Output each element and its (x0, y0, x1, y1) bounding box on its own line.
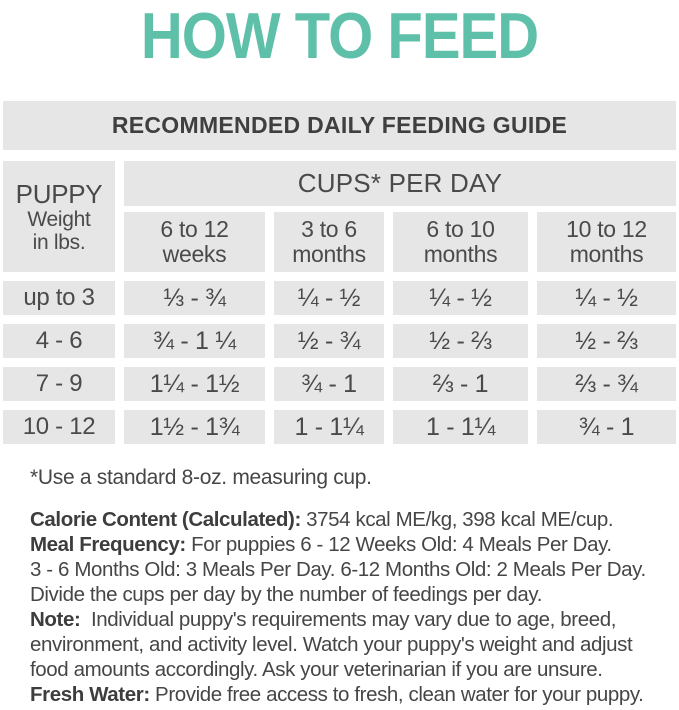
weight-header-line3: in lbs. (32, 230, 86, 254)
cups-cell: ¾ - 1 (274, 367, 384, 401)
note-bold-label: Meal Frequency: (30, 533, 186, 556)
cups-cell: 1¼ - 1½ (124, 367, 265, 401)
weight-header-line1: PUPPY (15, 178, 103, 209)
note-text: Individual puppy's requirements may vary… (80, 608, 616, 631)
cups-cell: ⅔ - ¾ (537, 367, 676, 401)
cups-cell: ½ - ⅔ (537, 324, 676, 358)
weight-column-header: PUPPY Weight in lbs. (3, 161, 115, 272)
column-header-6-10-months: 6 to 10 months (393, 212, 528, 272)
note-line-fresh-water: Fresh Water: Provide free access to fres… (30, 682, 679, 707)
column-header-top: 10 to 12 (566, 216, 647, 242)
cups-cell: 1½ - 1¾ (124, 410, 265, 444)
weight-cell: up to 3 (3, 281, 115, 315)
cups-per-day-header: CUPS* PER DAY (124, 161, 676, 206)
weight-cell: 10 - 12 (3, 410, 115, 444)
note-line-note-3: food amounts accordingly. Ask your veter… (30, 657, 679, 682)
note-bold-label: Note: (30, 608, 81, 631)
note-text: 3 - 6 Months Old: 3 Meals Per Day. 6-12 … (30, 558, 646, 581)
cups-cell: ½ - ¾ (274, 324, 384, 358)
note-line-calorie-content: Calorie Content (Calculated): 3754 kcal … (30, 507, 679, 532)
cups-cell: ¾ - 1 (537, 410, 676, 444)
note-bold-label: Calorie Content (Calculated): (30, 508, 301, 531)
note-line-note-2: environment, and activity level. Watch y… (30, 632, 679, 657)
note-text: environment, and activity level. Watch y… (30, 633, 633, 656)
cups-cell: ¼ - ½ (537, 281, 676, 315)
note-line-meal-frequency-2: 3 - 6 Months Old: 3 Meals Per Day. 6-12 … (30, 557, 679, 582)
measuring-cup-footnote: *Use a standard 8-oz. measuring cup. (30, 466, 372, 489)
table-header-row: PUPPY Weight in lbs. CUPS* PER DAY 6 to … (3, 161, 676, 272)
cups-cell: ½ - ⅔ (393, 324, 528, 358)
column-header-top: 3 to 6 (301, 216, 357, 242)
column-header-3-6-months: 3 to 6 months (274, 212, 384, 272)
note-text: 3754 kcal ME/kg, 398 kcal ME/cup. (300, 508, 614, 531)
feeding-notes: Calorie Content (Calculated): 3754 kcal … (30, 507, 679, 707)
column-header-bottom: months (292, 241, 366, 267)
feeding-guide-table: RECOMMENDED DAILY FEEDING GUIDE PUPPY We… (3, 101, 676, 444)
weight-cell: 4 - 6 (3, 324, 115, 358)
table-body: up to 3 ⅓ - ¾ ¼ - ½ ¼ - ½ ¼ - ½ 4 - 6 ¾ … (3, 281, 676, 444)
column-header-10-12-months: 10 to 12 months (537, 212, 676, 272)
cups-cell: 1 - 1¼ (393, 410, 528, 444)
cups-cell: ⅓ - ¾ (124, 281, 265, 315)
note-line-meal-frequency-3: Divide the cups per day by the number of… (30, 582, 679, 607)
column-header-top: 6 to 10 (426, 216, 495, 242)
note-bold-label: Fresh Water: (30, 683, 150, 706)
column-header-bottom: months (569, 241, 644, 267)
note-text: food amounts accordingly. Ask your veter… (30, 658, 603, 681)
page-header: HOW TO FEED (0, 0, 679, 101)
note-text: Divide the cups per day by the number of… (30, 583, 543, 606)
column-header-6-12-weeks: 6 to 12 weeks (124, 212, 265, 272)
note-text: For puppies 6 - 12 Weeks Old: 4 Meals Pe… (185, 533, 612, 556)
cups-cell: 1 - 1¼ (274, 410, 384, 444)
cups-cell: ¾ - 1 ¼ (124, 324, 265, 358)
cups-cell: ¼ - ½ (393, 281, 528, 315)
weight-cell: 7 - 9 (3, 367, 115, 401)
cups-cell: ⅔ - 1 (393, 367, 528, 401)
column-header-bottom: weeks (162, 241, 227, 267)
note-line-note: Note: Individual puppy's requirements ma… (30, 607, 679, 632)
column-header-top: 6 to 12 (160, 216, 229, 242)
cups-cell: ¼ - ½ (274, 281, 384, 315)
weight-header-line2: Weight (27, 207, 91, 231)
note-line-meal-frequency: Meal Frequency: For puppies 6 - 12 Weeks… (30, 532, 679, 557)
column-header-bottom: months (423, 241, 498, 267)
page-title: HOW TO FEED (140, 0, 539, 73)
note-text: Provide free access to fresh, clean wate… (149, 683, 644, 706)
table-title: RECOMMENDED DAILY FEEDING GUIDE (3, 101, 676, 150)
